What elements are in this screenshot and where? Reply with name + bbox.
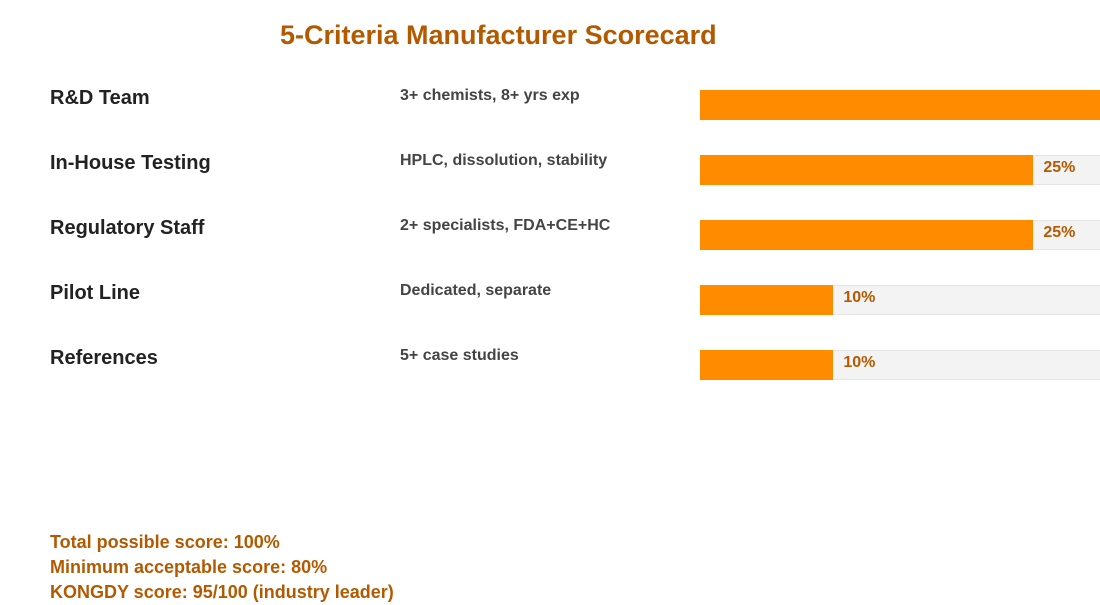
bar-track: 25% [700,155,1100,185]
bar-fill [700,220,1034,250]
criterion-row: Regulatory Staff 2+ specialists, FDA+CE+H… [0,207,1100,257]
bar-track [700,90,1100,120]
criterion-label: References [50,347,158,369]
criterion-label: R&D Team [50,87,150,109]
criterion-label: Regulatory Staff [50,217,205,239]
bar-value-label: 10% [843,289,876,306]
criterion-description: Dedicated, separate [400,282,552,299]
criterion-description: 2+ specialists, FDA+CE+HC [400,217,611,234]
criterion-row: In-House Testing HPLC, dissolution, stabi… [0,142,1100,192]
bar-value-label: 10% [843,354,876,371]
minimum-acceptable-score: Minimum acceptable score: 80% [50,557,328,577]
bar-value-label: 25% [1043,224,1076,241]
bar-track: 10% [700,285,1100,315]
criterion-label: In-House Testing [50,152,211,174]
criterion-description: 3+ chemists, 8+ yrs exp [400,87,580,104]
criterion-row: R&D Team 3+ chemists, 8+ yrs exp [0,77,1100,127]
bar-fill [700,155,1034,185]
bar-fill [700,285,834,315]
criterion-row: Pilot Line Dedicated, separate 10% [0,272,1100,322]
chart-title: 5-Criteria Manufacturer Scorecard [280,20,717,50]
bar-value-label: 25% [1043,159,1076,176]
bar-fill [700,90,1100,120]
bar-fill [700,350,834,380]
criterion-label: Pilot Line [50,282,140,304]
criterion-description: HPLC, dissolution, stability [400,152,608,169]
criterion-description: 5+ case studies [400,347,519,364]
total-possible-score: Total possible score: 100% [50,532,280,552]
bar-track: 10% [700,350,1100,380]
score-summary: Total possible score: 100% Minimum accep… [50,530,394,605]
criterion-row: References 5+ case studies 10% [0,337,1100,387]
kongdy-score: KONGDY score: 95/100 (industry leader) [50,582,394,602]
bar-track: 25% [700,220,1100,250]
